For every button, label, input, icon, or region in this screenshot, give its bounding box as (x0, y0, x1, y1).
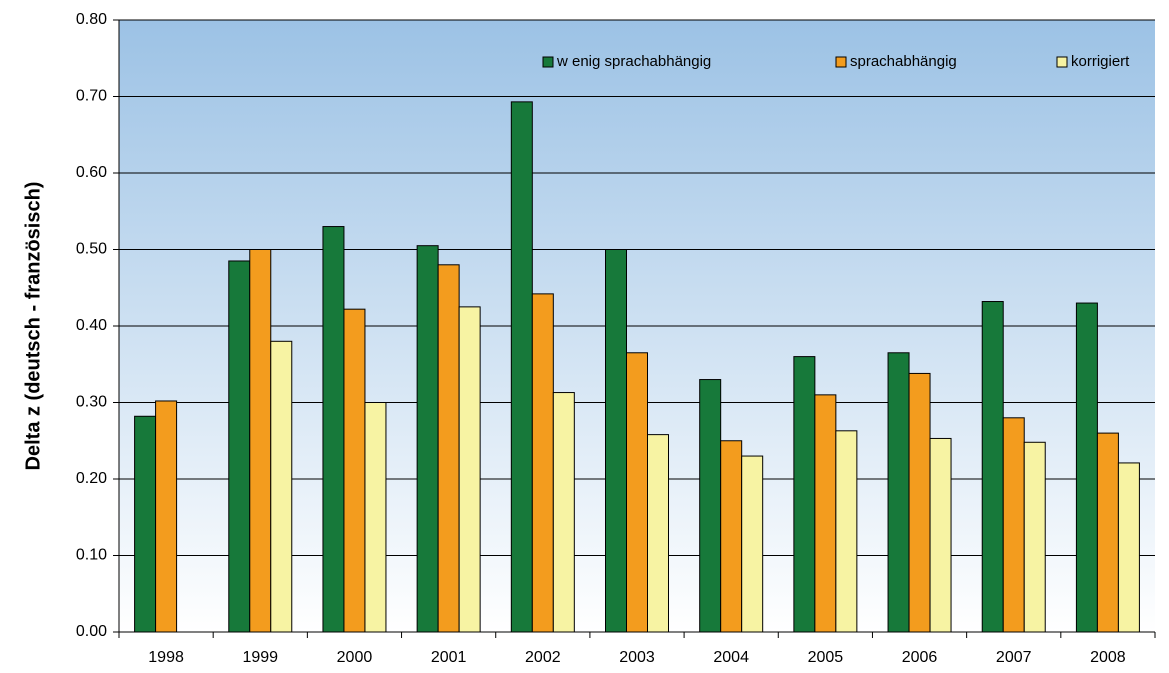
x-tick-label: 2006 (902, 649, 938, 666)
legend-swatch (542, 56, 554, 68)
bar (531, 293, 554, 633)
x-tick-label: 2005 (808, 649, 844, 666)
bar (322, 226, 345, 633)
bar (343, 308, 366, 633)
bar (793, 356, 816, 633)
bar (835, 430, 858, 633)
bar (908, 372, 931, 633)
bar (552, 392, 575, 633)
bar (1023, 441, 1046, 633)
x-tick-label: 2008 (1090, 649, 1126, 666)
bar (510, 101, 533, 633)
bar (981, 301, 1004, 633)
bar (1096, 432, 1119, 633)
y-tick-label: 0.80 (76, 11, 107, 28)
bar (647, 434, 669, 633)
y-tick-label: 0.70 (76, 88, 107, 105)
bar (929, 437, 952, 633)
x-tick-label: 1998 (148, 649, 184, 666)
y-tick-label: 0.60 (76, 164, 107, 181)
x-tick-label: 2001 (431, 649, 467, 666)
bar (626, 352, 648, 633)
bar (134, 415, 157, 633)
x-tick-label: 2004 (713, 649, 749, 666)
y-tick-label: 0.20 (76, 470, 107, 487)
bar (270, 340, 293, 633)
x-tick-label: 1999 (242, 649, 278, 666)
bar (437, 264, 460, 633)
bar (887, 352, 910, 633)
y-tick-label: 0.00 (76, 623, 107, 640)
bar (1075, 302, 1098, 633)
bar (741, 455, 764, 633)
legend-label: sprachabhängig (850, 53, 957, 70)
y-tick-label: 0.40 (76, 317, 107, 334)
bar (228, 260, 251, 633)
y-axis-label: Delta z (deutsch - französisch) (22, 182, 44, 471)
y-tick-label: 0.10 (76, 547, 107, 564)
bar (364, 402, 387, 633)
x-tick-label: 2002 (525, 649, 561, 666)
y-tick-label: 0.50 (76, 241, 107, 258)
bar (605, 249, 627, 633)
bar (699, 379, 722, 633)
bar (416, 245, 439, 633)
legend-label: w enig sprachabhängig (556, 53, 711, 70)
legend-swatch (835, 56, 847, 68)
y-tick-label: 0.30 (76, 394, 107, 411)
bar (814, 394, 837, 633)
x-tick-label: 2007 (996, 649, 1032, 666)
bar (720, 440, 743, 633)
legend-label: korrigiert (1071, 53, 1130, 70)
bar (458, 306, 481, 633)
bar (249, 249, 272, 633)
bar (1002, 417, 1025, 633)
bar (155, 400, 178, 633)
x-tick-label: 2003 (619, 649, 655, 666)
x-tick-label: 2000 (337, 649, 373, 666)
legend-swatch (1056, 56, 1068, 68)
bar (1117, 462, 1140, 633)
